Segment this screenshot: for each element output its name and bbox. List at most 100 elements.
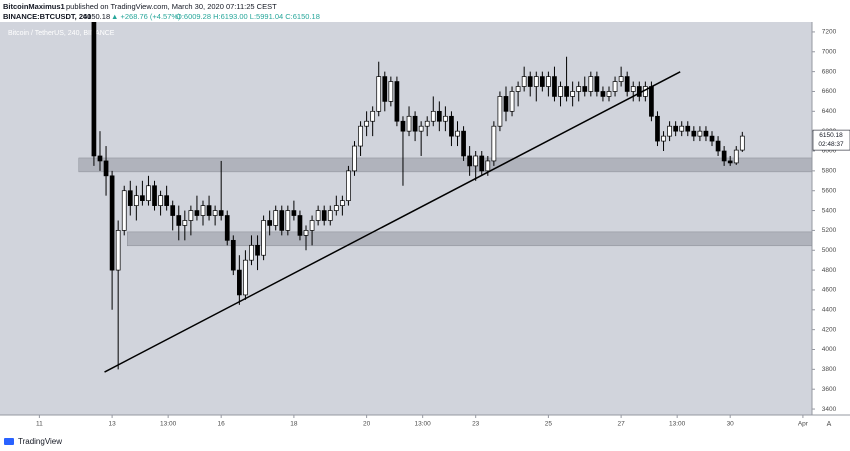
- candle-body: [206, 205, 212, 216]
- candle-body: [285, 210, 291, 231]
- candle-body: [576, 86, 582, 92]
- candle-body: [200, 205, 206, 216]
- candle-body: [564, 86, 569, 97]
- candle-body: [103, 160, 109, 177]
- candle-body: [679, 125, 685, 132]
- candle-body: [388, 81, 394, 102]
- candle-body: [436, 110, 442, 122]
- candle-body: [461, 130, 466, 157]
- candle-body: [188, 210, 194, 221]
- y-tick-label: 3600: [822, 386, 837, 393]
- candle-body: [721, 150, 727, 162]
- candle-body: [703, 130, 709, 137]
- support-zone: [78, 157, 812, 173]
- candle-body: [279, 210, 285, 231]
- candle-body: [91, 22, 97, 157]
- candle-body: [715, 140, 721, 152]
- candle-body: [503, 96, 509, 112]
- candle-body: [370, 110, 376, 122]
- candle-body: [243, 259, 248, 296]
- candle-body: [358, 125, 363, 147]
- logo: TradingView: [4, 437, 62, 446]
- candle-body: [673, 125, 679, 132]
- header-price: 6150.18: [83, 12, 110, 21]
- candle-body: [340, 200, 345, 206]
- candle-body: [443, 115, 448, 122]
- candle-body: [194, 210, 200, 216]
- candle-body: [697, 130, 703, 137]
- candle-body: [570, 91, 575, 97]
- y-tick-label: 3800: [822, 366, 837, 373]
- published: published on TradingView.com, March 30, …: [66, 2, 277, 11]
- candle-body: [164, 195, 169, 206]
- candle-body: [473, 155, 479, 167]
- candle-body: [394, 81, 400, 122]
- x-tick-label: 13: [108, 421, 116, 428]
- candle-body: [127, 190, 133, 206]
- candle-body: [430, 110, 436, 122]
- x-tick-label: 20: [363, 421, 371, 428]
- candle-body: [600, 91, 606, 97]
- brand: TradingView: [18, 437, 62, 446]
- candle-body: [685, 125, 691, 132]
- candle-body: [352, 145, 357, 172]
- x-tick-label: 13:00: [160, 421, 177, 428]
- candle-body: [636, 86, 642, 97]
- y-tick-label: 7000: [822, 48, 837, 55]
- candle-body: [133, 195, 139, 206]
- candle-body: [624, 76, 630, 92]
- countdown: 02:48:37: [818, 141, 844, 148]
- y-tick-label: 5000: [822, 247, 837, 254]
- y-tick-label: 6600: [822, 88, 837, 95]
- plot-content: [78, 22, 812, 373]
- candle-body: [527, 76, 533, 87]
- candle-body: [497, 96, 503, 127]
- candle-body: [691, 130, 697, 137]
- candle-body: [267, 220, 273, 226]
- candle-body: [582, 86, 588, 92]
- candle-body: [382, 76, 388, 102]
- candle-body: [109, 175, 115, 271]
- x-tick-label: 27: [618, 421, 626, 428]
- y-tick-label: 4400: [822, 307, 837, 314]
- candle-body: [140, 195, 145, 201]
- header-change: ▲ +268.76 (+4.57%): [111, 12, 181, 21]
- y-tick-label: 4000: [822, 346, 837, 353]
- candle-body: [309, 220, 315, 231]
- y-tick-label: 6000: [822, 148, 837, 155]
- candle-body: [297, 215, 303, 236]
- candle-body: [176, 215, 182, 226]
- candle-body: [303, 230, 309, 236]
- candle-body: [364, 120, 369, 127]
- candle-body: [182, 220, 188, 226]
- candle-body: [739, 135, 745, 151]
- candle-body: [612, 81, 618, 92]
- candle-body: [449, 115, 454, 137]
- x-tick-label: 30: [727, 421, 735, 428]
- candle-body: [321, 210, 327, 221]
- auto-button[interactable]: A: [827, 421, 832, 428]
- x-tick-label: 18: [290, 421, 298, 428]
- candle-body: [255, 244, 260, 256]
- candle-body: [230, 239, 236, 271]
- candle-body: [546, 76, 551, 87]
- candle-body: [115, 230, 121, 271]
- candle-body: [212, 210, 218, 216]
- candle-body: [655, 115, 660, 142]
- candle-body: [273, 210, 279, 226]
- candle-body: [485, 160, 491, 172]
- candle-body: [158, 195, 163, 206]
- header-ohlc: O:6009.28 H:6193.00 L:5991.04 C:6150.18: [176, 12, 320, 21]
- y-tick-label: 6800: [822, 68, 837, 75]
- x-tick-label: 13:00: [415, 421, 432, 428]
- candle-body: [249, 244, 254, 261]
- y-tick-label: 3400: [822, 406, 837, 413]
- y-tick-label: 4600: [822, 287, 837, 294]
- y-tick-label: 4800: [822, 267, 837, 274]
- candle-body: [406, 115, 412, 132]
- candle-body: [733, 149, 739, 164]
- candle-body: [515, 86, 521, 92]
- y-tick-label: 7200: [822, 29, 837, 36]
- candle-body: [170, 205, 176, 216]
